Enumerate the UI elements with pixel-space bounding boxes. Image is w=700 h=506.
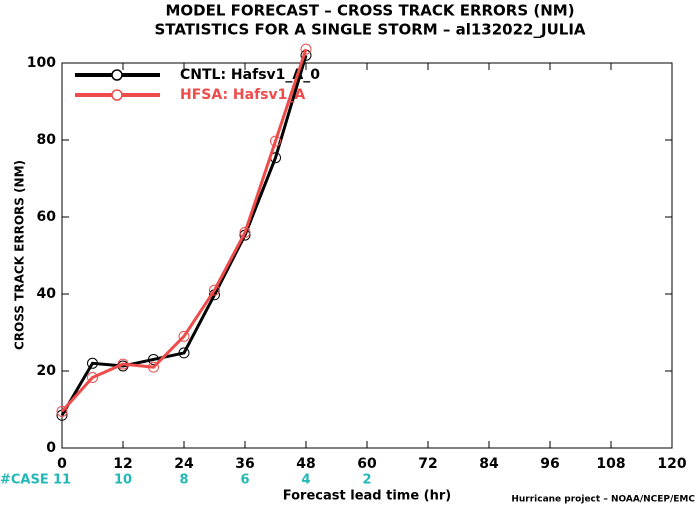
x-tick-label: 72: [418, 456, 437, 472]
case-count: 4: [301, 473, 310, 488]
legend-marker: [111, 89, 123, 101]
legend-marker: [111, 69, 123, 81]
legend-label: CNTL: Hafsv1_A_0: [180, 67, 320, 83]
point: [148, 353, 159, 365]
point: [239, 226, 251, 238]
x-tick-label: 12: [113, 456, 132, 472]
point: [178, 347, 190, 359]
y-tick-label: 20: [37, 363, 57, 379]
series-line: [60, 48, 308, 413]
x-tick-label: 60: [357, 456, 377, 472]
series-line: [60, 54, 308, 417]
x-tick-label: 108: [596, 456, 625, 472]
case-count: 2: [362, 473, 371, 488]
point: [178, 330, 190, 342]
point: [56, 405, 68, 417]
point: [300, 43, 312, 55]
footer: Hurricane project – NOAA/NCEP/EMC: [511, 495, 695, 505]
x-tick-label: 120: [657, 456, 686, 472]
x-tick-label: 48: [296, 456, 315, 472]
legend-label: HFSA: Hafsv1_A: [180, 87, 305, 103]
chart-subtitle: STATISTICS FOR A SINGLE STORM – al132022…: [154, 21, 585, 39]
point: [117, 358, 129, 370]
point: [87, 372, 98, 384]
x-axis-label: Forecast lead time (hr): [283, 489, 451, 504]
case-count: 6: [240, 473, 249, 488]
x-tick-label: 96: [540, 456, 559, 472]
x-tick-label: 36: [235, 456, 254, 472]
point: [148, 361, 159, 373]
plot-frame: [61, 62, 673, 449]
x-tick-label: 24: [174, 456, 194, 472]
point: [209, 284, 220, 296]
point: [270, 135, 281, 147]
y-tick-label: 0: [46, 440, 56, 456]
y-tick-label: 40: [37, 286, 57, 302]
y-tick-label: 60: [37, 209, 57, 225]
y-tick-label: 80: [37, 132, 57, 148]
y-axis-label: CROSS TRACK ERRORS (NM): [13, 160, 27, 350]
chart-title: MODEL FORECAST – CROSS TRACK ERRORS (NM): [165, 2, 574, 20]
x-tick-label: 84: [479, 456, 499, 472]
y-tick-label: 100: [27, 55, 56, 71]
case-count: 11: [53, 473, 71, 488]
case-count: 8: [179, 473, 188, 488]
point: [87, 357, 98, 369]
case-label: #CASE: [0, 473, 49, 488]
case-count: 10: [114, 473, 132, 488]
x-tick-label: 0: [57, 456, 67, 472]
